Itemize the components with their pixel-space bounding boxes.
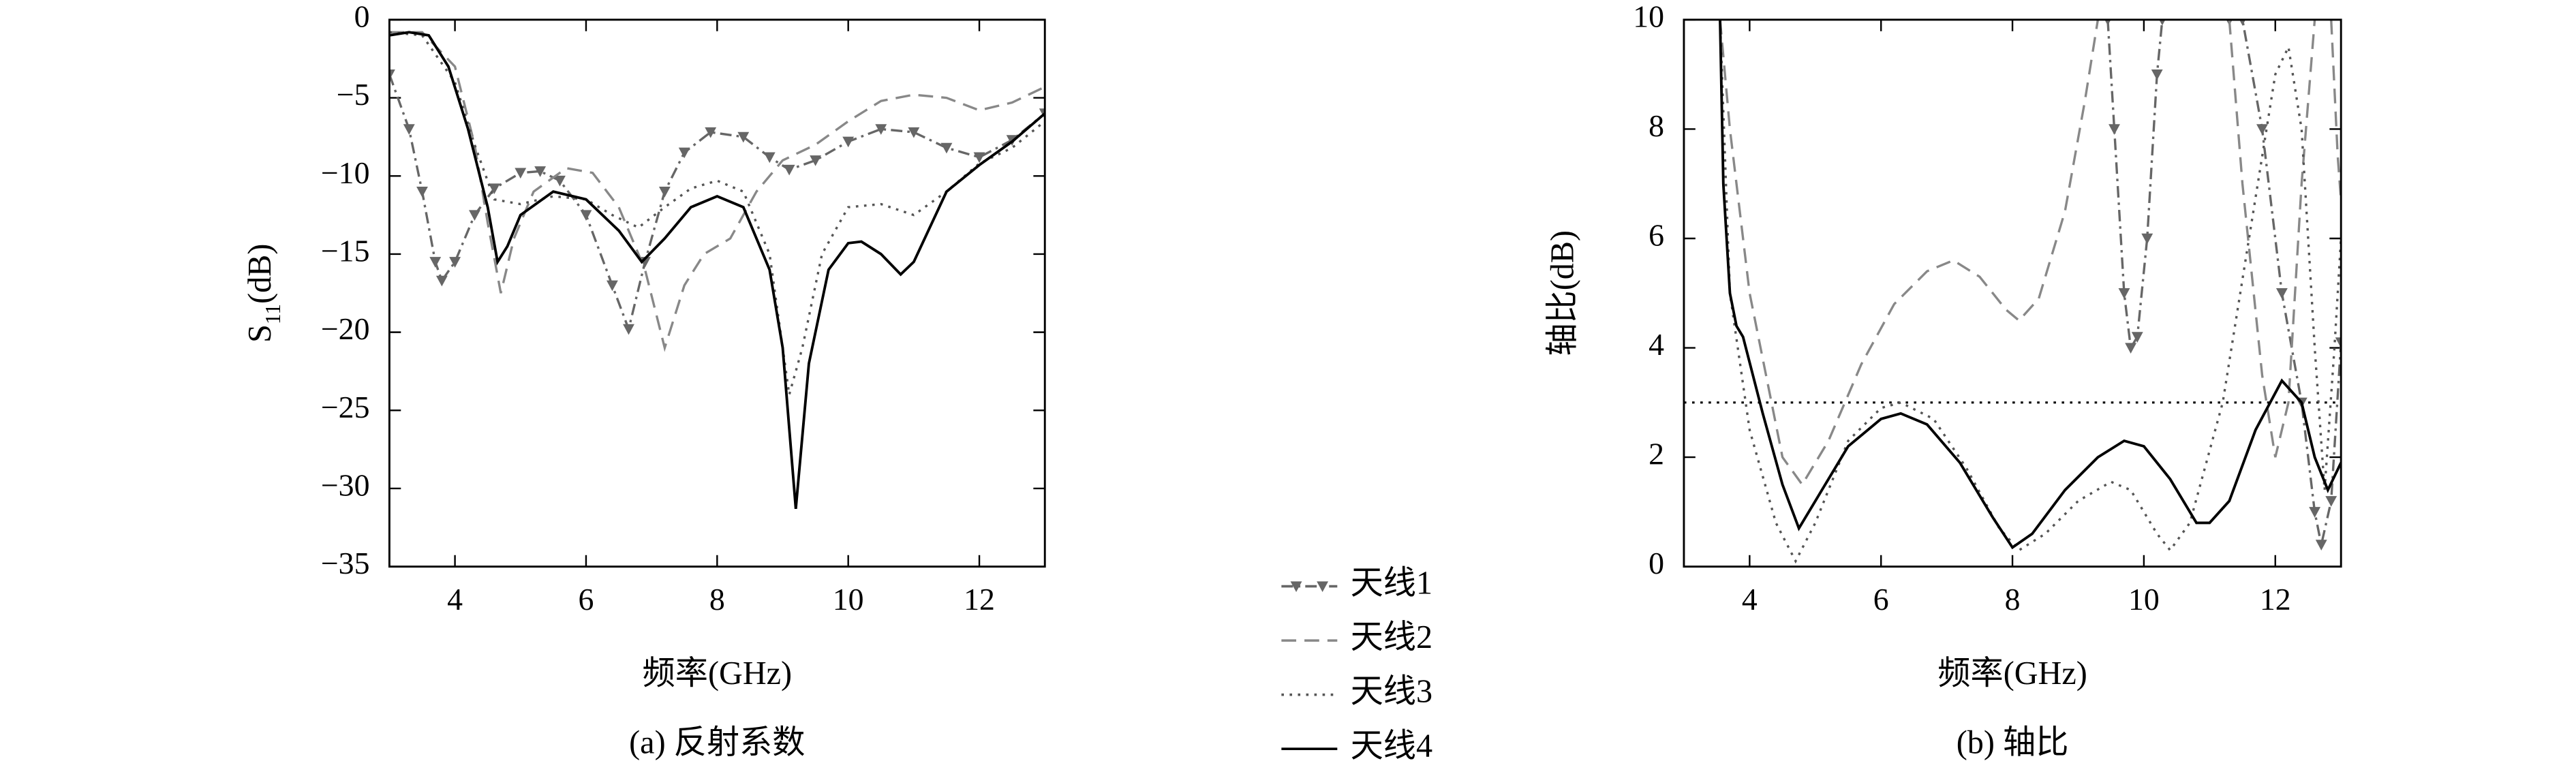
marker <box>488 183 500 195</box>
marker <box>940 142 953 154</box>
series-line <box>2106 19 2342 545</box>
marker <box>908 127 920 138</box>
marker <box>810 155 822 166</box>
marker <box>2239 19 2246 26</box>
plot-frame <box>1683 18 2342 568</box>
marker <box>2109 124 2120 135</box>
legend-label: 天线1 <box>1351 565 1433 602</box>
marker <box>2118 288 2130 299</box>
y-tick-label: −35 <box>321 546 370 580</box>
y-tick-label: 2 <box>1649 437 1664 471</box>
x-tick-label: 4 <box>447 582 463 617</box>
marker <box>973 152 985 164</box>
x-axis-label: 频率(GHz) <box>1937 655 2087 692</box>
legend-marker <box>1290 581 1302 593</box>
y-tick-label: 6 <box>1649 218 1664 253</box>
y-axis-label-part: S <box>242 324 278 343</box>
marker <box>515 168 527 179</box>
marker <box>623 324 634 335</box>
x-tick-label: 12 <box>2260 582 2291 617</box>
y-axis-label-part: 轴比(dB) <box>1544 230 1580 356</box>
marker <box>2325 496 2337 507</box>
x-tick-label: 4 <box>1742 582 1758 617</box>
marker <box>2335 337 2342 348</box>
marker <box>1039 108 1045 119</box>
y-axis-label-part: (dB) <box>242 244 278 304</box>
marker <box>783 164 795 176</box>
y-tick-label: −5 <box>337 77 370 112</box>
marker <box>763 152 776 164</box>
y-tick-label: −30 <box>321 467 370 502</box>
marker <box>658 186 671 198</box>
series-line <box>389 31 1045 352</box>
marker <box>449 257 461 268</box>
series-line <box>1719 19 2342 564</box>
y-tick-label: −20 <box>321 311 370 346</box>
series-line <box>389 74 1045 333</box>
series-line <box>1719 19 2342 550</box>
marker <box>2141 233 2153 245</box>
y-tick-label: −25 <box>321 390 370 424</box>
y-tick-label: 10 <box>1633 0 1664 33</box>
x-axis-label: 频率(GHz) <box>643 655 793 692</box>
marker <box>534 166 547 177</box>
marker <box>435 275 448 287</box>
marker <box>737 131 750 143</box>
y-tick-label: 8 <box>1649 108 1664 143</box>
marker <box>469 210 480 221</box>
x-tick-label: 10 <box>833 582 864 617</box>
marker <box>875 124 887 135</box>
marker <box>580 210 592 221</box>
marker <box>554 175 566 187</box>
marker <box>842 136 855 148</box>
y-tick-label: 0 <box>354 0 370 33</box>
series-line <box>389 31 1045 509</box>
legend-label: 天线2 <box>1351 619 1433 655</box>
x-tick-label: 8 <box>709 582 725 617</box>
legend-label: 天线4 <box>1351 728 1433 764</box>
series-line <box>1719 19 2342 487</box>
series-line <box>389 31 1045 395</box>
marker <box>2151 69 2163 80</box>
x-tick-label: 12 <box>964 582 995 617</box>
x-tick-label: 10 <box>2128 582 2160 617</box>
marker <box>2104 19 2111 26</box>
marker <box>2275 288 2288 299</box>
legend-label: 天线3 <box>1351 674 1433 710</box>
marker <box>2131 332 2143 343</box>
marker <box>429 257 442 268</box>
marker <box>606 280 618 292</box>
y-axis-label: S11(dB) <box>242 244 285 343</box>
plot-frame <box>388 18 1046 568</box>
caption: (b) 轴比 <box>1957 724 2069 760</box>
marker <box>2159 19 2166 26</box>
marker <box>416 186 428 198</box>
marker <box>2256 124 2268 135</box>
legend-marker <box>1317 581 1329 593</box>
y-axis-label: 轴比(dB) <box>1544 230 1580 356</box>
marker <box>2309 507 2321 518</box>
marker <box>2315 540 2327 550</box>
caption: (a) 反射系数 <box>629 724 805 760</box>
x-tick-label: 6 <box>579 582 594 617</box>
y-tick-label: 0 <box>1649 546 1664 580</box>
x-tick-label: 8 <box>2005 582 2021 617</box>
y-axis-label-part: 11 <box>260 304 284 324</box>
y-tick-label: −15 <box>321 233 370 268</box>
y-tick-label: −10 <box>321 155 370 190</box>
marker <box>403 124 415 135</box>
marker <box>678 147 690 159</box>
marker <box>2125 343 2137 354</box>
x-tick-label: 6 <box>1873 582 1889 617</box>
y-tick-label: 4 <box>1649 327 1664 362</box>
marker <box>705 127 717 138</box>
